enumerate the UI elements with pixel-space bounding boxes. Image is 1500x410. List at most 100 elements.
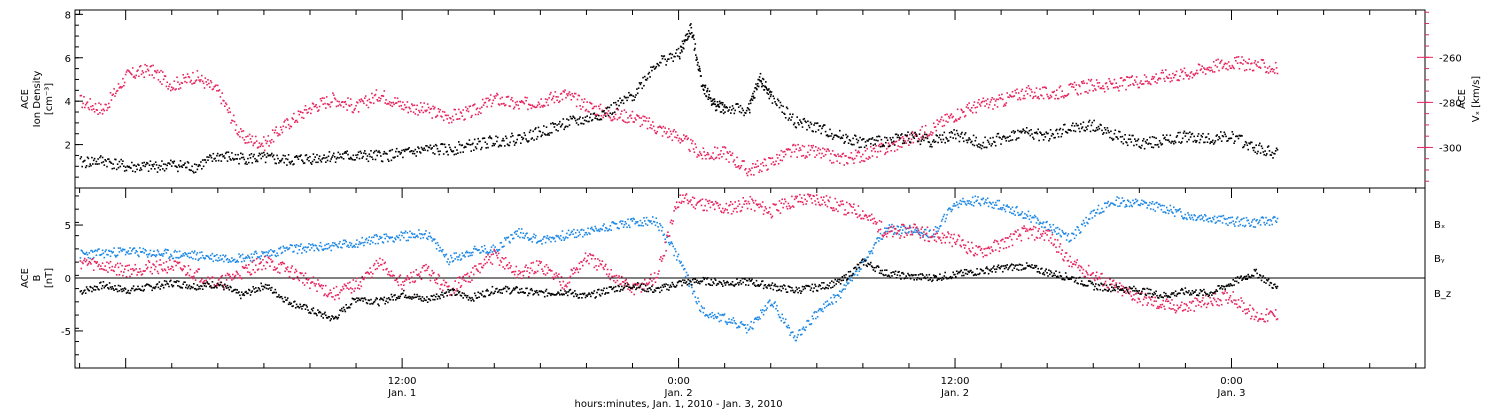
b-component-1-point (1045, 221, 1047, 224)
velocity-point (108, 106, 111, 108)
b-component-1-point (454, 258, 456, 260)
b-component-2-point (528, 272, 531, 274)
right-axis-label: Vₓ [km/s] (1471, 76, 1482, 122)
density-point (1276, 149, 1279, 151)
y-tick-label: -5 (61, 327, 71, 338)
density-point (841, 137, 844, 139)
density-point (884, 136, 886, 139)
velocity-point (703, 151, 705, 153)
velocity-point (437, 108, 440, 110)
velocity-point (615, 108, 618, 110)
b-component-1-point (919, 234, 922, 237)
b-component-1-point (711, 311, 713, 314)
density-point (921, 138, 923, 140)
velocity-point (438, 111, 441, 113)
velocity-point (910, 138, 913, 141)
velocity-point (829, 159, 831, 162)
velocity-point (797, 143, 799, 146)
b-component-1-point (204, 257, 207, 259)
density-point (971, 143, 974, 146)
velocity-point (805, 155, 807, 157)
velocity-point (717, 154, 720, 156)
velocity-point (950, 113, 953, 115)
b-component-2-point (758, 206, 760, 209)
b-component-2-point (308, 277, 310, 280)
b-component-2-point (122, 274, 124, 277)
b-component-1-point (803, 328, 806, 331)
velocity-point (340, 104, 342, 107)
density-point (540, 135, 542, 138)
density-point (201, 168, 203, 170)
b-component-1-point (381, 241, 384, 243)
b-component-1-point (300, 243, 302, 245)
density-point (778, 106, 781, 109)
b-component-1-point (328, 246, 331, 249)
b-component-1-point (331, 244, 333, 247)
density-point (280, 159, 283, 161)
velocity-point (163, 75, 166, 77)
b-component-1-point (998, 199, 1001, 202)
b-component-1-point (569, 233, 572, 236)
b-component-2-point (629, 289, 631, 292)
b-component-1-point (475, 248, 478, 250)
b-component-1-point (230, 260, 232, 263)
b-component-1-point (722, 313, 724, 316)
density-point (1014, 130, 1016, 133)
density-point (1235, 135, 1237, 138)
b-component-2-point (98, 263, 100, 266)
b-component-1-point (115, 255, 118, 257)
density-point (683, 40, 686, 43)
b-component-2-point (257, 268, 260, 270)
velocity-point (784, 153, 787, 156)
velocity-point (141, 70, 144, 72)
density-point (458, 141, 460, 143)
b-component-2-point (158, 264, 161, 266)
b-component-2-point (496, 254, 498, 257)
density-point (635, 94, 637, 96)
density-point (349, 158, 351, 160)
velocity-point (1222, 65, 1225, 68)
b-component-1-point (1143, 201, 1146, 204)
velocity-point (237, 134, 239, 136)
density-point (590, 119, 593, 122)
b-component-1-point (504, 237, 506, 239)
density-point (1017, 129, 1019, 132)
density-point (796, 116, 798, 118)
velocity-point (614, 113, 617, 116)
density-point (1095, 129, 1097, 132)
b-component-1-point (805, 326, 807, 328)
density-point (1259, 142, 1261, 145)
b-component-2-point (771, 215, 774, 218)
b-component-1-point (530, 237, 533, 240)
density-point (353, 159, 355, 161)
velocity-point (415, 108, 417, 111)
b-component-1-point (191, 250, 193, 253)
velocity-point (1126, 76, 1129, 78)
b-component-1-point (356, 239, 358, 241)
velocity-point (162, 71, 164, 73)
b-component-1-point (627, 218, 629, 221)
b-component-1-point (785, 325, 788, 328)
b-component-1-point (896, 225, 899, 227)
density-point (214, 157, 216, 160)
velocity-point (493, 95, 495, 98)
velocity-point (730, 154, 732, 156)
velocity-point (1072, 86, 1075, 88)
b-component-1-point (736, 326, 738, 329)
b-component-2-point (614, 281, 617, 284)
b-component-1-point (1147, 204, 1149, 207)
b-component-1-point (1191, 216, 1194, 219)
b-component-2-point (142, 270, 145, 272)
b-component-1-point (680, 261, 682, 263)
velocity-point (156, 69, 159, 72)
b-component-1-point (764, 305, 767, 307)
b-component-1-point (1017, 211, 1019, 214)
b-component-2-point (109, 260, 112, 263)
b-component-1-point (143, 252, 145, 254)
density-point (714, 109, 717, 112)
velocity-point (877, 150, 879, 153)
velocity-point (339, 103, 341, 106)
b-component-1-point (404, 230, 407, 233)
density-point (1166, 139, 1169, 141)
density-point (372, 152, 375, 154)
